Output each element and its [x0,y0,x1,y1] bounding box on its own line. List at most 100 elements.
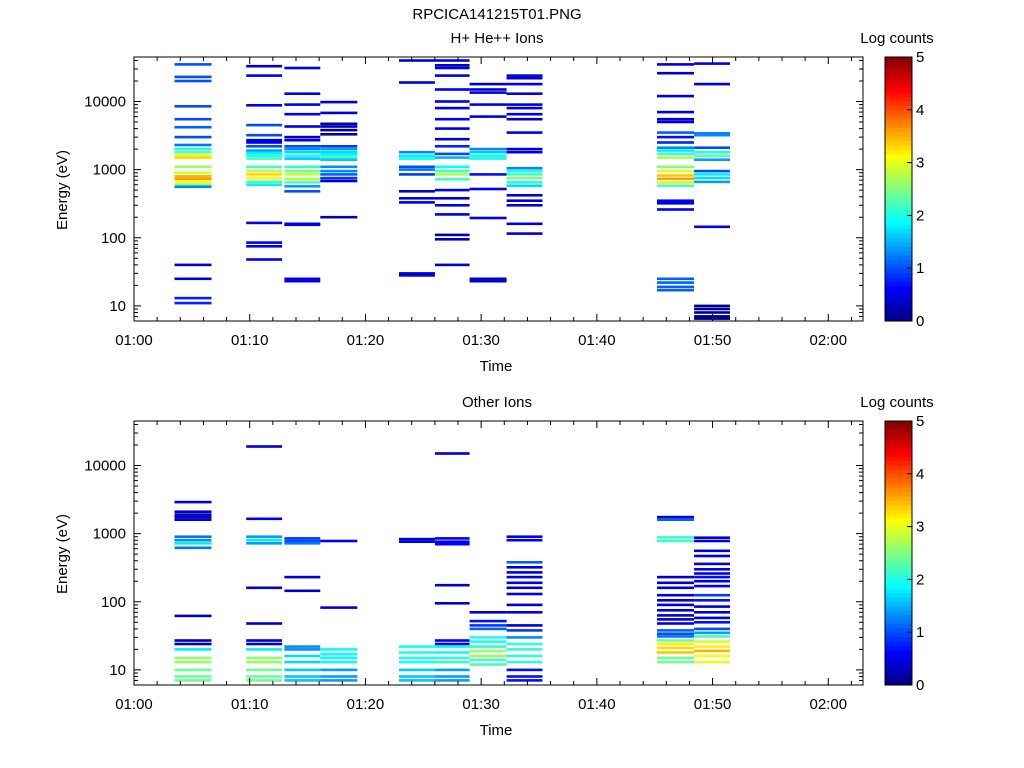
y-tick-label: 10 [109,662,126,679]
spectrogram-cell [246,104,283,107]
spectrogram-cell [320,179,358,183]
panel-other-ions: Other Ions 01:00 01:10 01:20 01:30 01:40 01:5… [54,394,934,739]
spectrogram-cell [434,59,470,62]
spectrogram-cell [320,173,358,176]
spectrogram-cell [434,668,470,672]
colorbar-segment [885,570,912,576]
spectrogram-cell [694,146,730,149]
colorbar-label: Log counts [860,394,933,411]
colorbar-segment [885,579,912,585]
spectrogram-cell [246,586,283,590]
spectrogram-cell [469,187,507,191]
spectrogram-cell [694,645,730,648]
spectrogram-cell [506,571,543,574]
colorbar-segment [885,92,912,98]
spectrogram-cell [174,125,212,129]
y-axis-label: Energy (eV) [54,150,71,230]
spectrogram-cell [657,646,694,650]
spectrogram-cell [174,150,212,154]
spectrogram-cell [246,154,283,157]
spectrogram-cell [399,675,435,678]
spectrogram-cell [506,636,543,639]
spectrogram-cell [246,157,283,160]
spectrogram-cell [174,143,212,147]
spectrogram-cell [506,648,543,651]
colorbar-segment [885,627,912,633]
spectrogram-cell [657,603,694,607]
colorbar-segment [885,127,912,133]
y-tick-label: 10000 [84,458,126,475]
colorbar-tick-label: 5 [916,49,924,66]
spectrogram-cell [399,660,435,664]
colorbar-segment [885,290,912,296]
spectrogram-cell [246,183,283,186]
spectrogram-cell [657,94,694,98]
colorbar-segment [885,561,912,567]
spectrogram-cell [506,586,543,590]
spectrogram-cell [399,168,435,171]
spectrogram-cell [399,173,435,176]
colorbar-segment [885,447,912,453]
spectrogram-cell [657,117,694,121]
spectrogram-cell [694,579,730,583]
spectrogram-cell [469,627,507,631]
colorbar-segment [885,469,912,475]
colorbar-segment [885,663,912,668]
colorbar-segment [885,114,912,120]
spectrogram-cell [320,679,358,682]
spectrogram-cell [694,640,730,643]
spectrogram-cell [506,166,543,170]
spectrogram-cell [246,169,283,173]
colorbar-segment [885,316,912,322]
colorbar-segment [885,61,912,67]
spectrogram-cell [694,593,730,597]
y-tick-label: 1000 [93,526,126,543]
spectrogram-cell [657,165,694,169]
spectrogram-cell [174,513,212,516]
colorbar-segment [885,101,912,106]
spectrogram-cell [284,112,321,116]
spectrogram-cell [434,66,470,70]
spectrogram-cell [174,117,212,121]
y-tick-label: 100 [101,594,126,611]
spectrogram-cell [174,296,212,300]
colorbar-segment [885,548,912,554]
colorbar-segment [885,74,912,80]
spectrogram-cell [320,656,358,660]
spectrogram-cell [284,679,321,682]
spectrogram-cell [469,115,507,118]
spectrogram-cell [506,535,543,538]
x-tick-label: 01:20 [347,332,385,349]
spectrogram-cell [694,562,730,566]
spectrogram-cell [246,241,283,244]
x-tick-label: 02:00 [810,696,848,713]
spectrogram-cell [246,151,283,155]
spectrogram-cell [506,538,543,542]
spectrogram-cell [694,133,730,137]
colorbar-segment [885,487,912,492]
spectrogram-cell [174,147,212,151]
colorbar-segment [885,575,912,580]
spectrogram-cell [434,238,470,241]
spectrogram-cell [399,540,435,543]
x-tick-label: 01:10 [231,696,269,713]
colorbar-segment [885,517,912,523]
spectrogram-cell [657,146,694,149]
plot-frame [133,420,864,686]
spectrogram-cell [506,222,543,226]
spectrogram-cell [506,74,543,77]
spectrogram-cell [469,640,507,643]
spectrogram-cell [506,112,543,116]
spectrogram-cell [246,542,283,545]
spectrogram-cell [174,177,212,181]
spectrogram-cell [694,616,730,620]
spectrogram-cell [694,173,730,176]
x-tick-label: 01:40 [578,696,616,713]
spectrogram-cell [320,156,358,159]
axes-h-he-ions: 01:00 01:10 01:20 01:30 01:40 01:50 02:00 10 100… [84,56,864,349]
spectrogram-cell [434,602,470,605]
spectrogram-cell [284,103,321,106]
colorbar-segment [885,140,912,146]
colorbar-segment [885,136,912,142]
